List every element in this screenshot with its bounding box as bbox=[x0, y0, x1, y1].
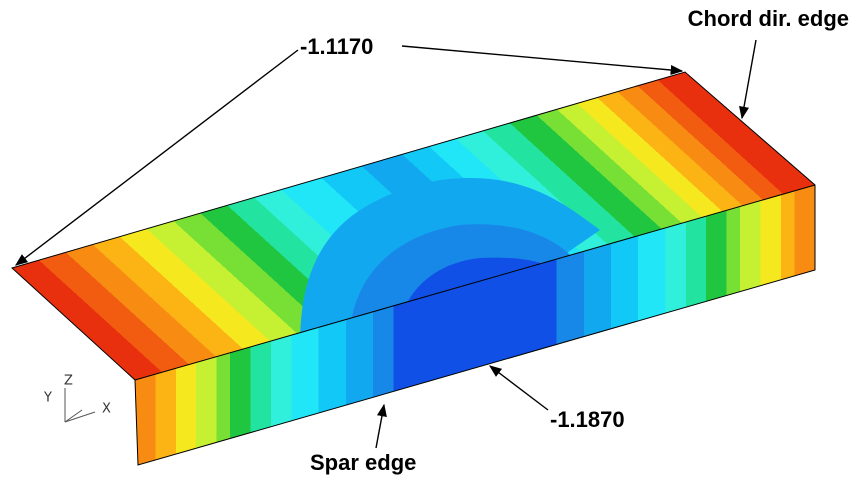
arrow bbox=[490, 366, 548, 410]
arrow bbox=[742, 40, 756, 118]
axes-triad bbox=[65, 388, 95, 422]
wing-box bbox=[12, 72, 815, 465]
edge-label: Spar edge bbox=[310, 450, 416, 475]
axis-label: Z bbox=[64, 374, 73, 389]
value-label: -1.1170 bbox=[300, 34, 373, 59]
value-label: -1.1870 bbox=[550, 407, 625, 432]
edge-label: Chord dir. edge bbox=[688, 6, 849, 31]
axis-label: X bbox=[102, 402, 111, 417]
arrow bbox=[402, 46, 682, 71]
figure: -1.1170 Chord dir. edge -1.1870 Spar edg… bbox=[0, 0, 859, 480]
arrow bbox=[376, 405, 384, 448]
axis-label: Y bbox=[43, 391, 52, 406]
